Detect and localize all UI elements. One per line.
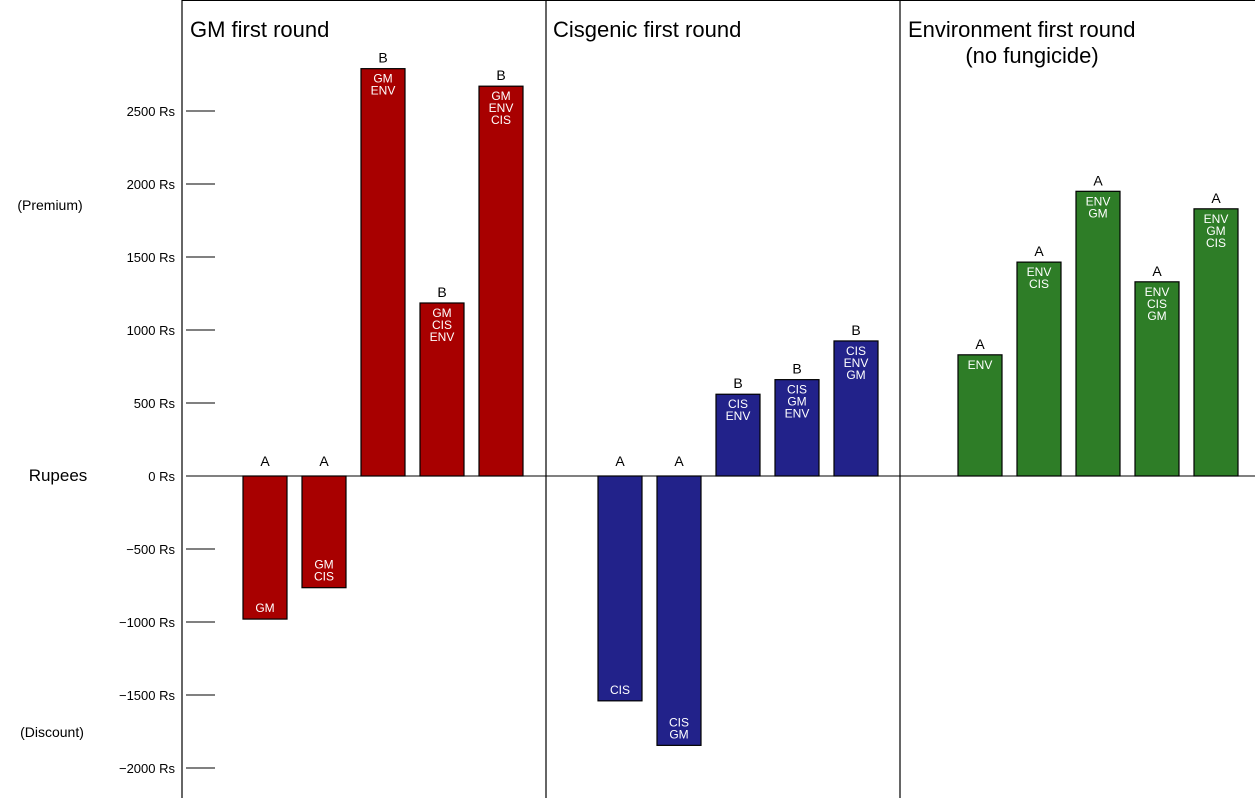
bar-treatment-label: GM [846,368,865,382]
bar-treatment-label: GM [373,72,392,86]
bar-treatment-label: CIS [728,397,748,411]
significance-letter: B [437,284,446,300]
bar [1075,190,1121,477]
y-tick-label: 2500 Rs [127,104,176,119]
bar [1016,261,1062,477]
y-tick-label: −1000 Rs [119,615,176,630]
bar-treatment-label: CIS [669,715,689,729]
bar-treatment-label: ENV [1145,285,1170,299]
significance-letter: A [674,453,684,469]
y-tick-label: 0 Rs [148,469,175,484]
bar [774,379,820,477]
significance-letter: B [733,375,742,391]
panel-title: GM first round [190,17,329,42]
bar-treatment-label: GM [255,601,274,615]
y-tick-label: −500 Rs [126,542,175,557]
y-tick-label: 500 Rs [134,396,176,411]
chart-panels: GM first roundAGMAGMCISBGMENVBGMCISENVBG… [190,17,1239,746]
significance-letter: A [615,453,625,469]
premium-label: (Premium) [17,197,82,213]
bar-treatment-label: CIS [1206,236,1226,250]
bar-treatment-label: ENV [844,356,869,370]
bar [1134,281,1180,477]
bar-treatment-label: ENV [785,407,810,421]
bar [597,475,643,702]
bar-treatment-label: GM [491,89,510,103]
y-tick-label: 2000 Rs [127,177,176,192]
bar-treatment-label: GM [669,727,688,741]
bar-treatment-label: ENV [430,330,455,344]
significance-letter: A [975,336,985,352]
bar-treatment-label: CIS [314,570,334,584]
y-axis: 2500 Rs 2000 Rs 1500 Rs 1000 Rs 500 Rs 0 Rs −5… [119,0,1255,798]
significance-letter: A [1211,190,1221,206]
bar-treatment-label: ENV [489,101,514,115]
bar [833,340,879,477]
bar [301,475,347,589]
significance-letter: B [851,322,860,338]
y-tick-label: 1500 Rs [127,250,176,265]
bar [1193,208,1239,477]
panel-3: Environment first round(no fungicide) A EN… [908,17,1239,477]
significance-letter: A [260,453,270,469]
significance-letter: A [319,453,329,469]
significance-letter: A [1152,263,1162,279]
discount-label: (Discount) [20,724,84,740]
panel-title: Environment first round [908,17,1135,42]
bar-treatment-label: GM [432,306,451,320]
y-tick-label: 1000 Rs [127,323,176,338]
bar-treatment-label: ENV [371,84,396,98]
panel-1: GM first roundAGMAGMCISBGMENVBGMCISENVBG… [190,17,524,620]
significance-letter: B [496,67,505,83]
bar [715,393,761,477]
bar-treatment-label: CIS [846,344,866,358]
bar-treatment-label: GM [787,395,806,409]
significance-letter: B [378,50,387,66]
bar-treatment-label: GM [1147,309,1166,323]
bar-treatment-label: ENV [1204,212,1229,226]
panel-subtitle: (no fungicide) [965,43,1098,68]
panel-title: Cisgenic first round [553,17,741,42]
bar-treatment-label: CIS [491,113,511,127]
significance-letter: B [792,361,801,377]
bar-treatment-label: CIS [610,683,630,697]
bar-treatment-label: CIS [1147,297,1167,311]
y-tick-label: −2000 Rs [119,761,176,776]
y-axis-title: Rupees [29,466,88,485]
bar-treatment-label: CIS [1029,277,1049,291]
bar-treatment-label: ENV [726,409,751,423]
bar [957,354,1003,477]
y-tick-label: −1500 Rs [119,688,176,703]
significance-letter: A [1093,172,1103,188]
bar [478,85,524,477]
bar-treatment-label: CIS [432,318,452,332]
bar [242,475,288,620]
bar-treatment-label: CIS [787,383,807,397]
bar [656,475,702,746]
bar-treatment-label: ENV [968,358,993,372]
bar-treatment-label: ENV [1027,265,1052,279]
bar-treatment-label: GM [1206,224,1225,238]
panel-2: Cisgenic first roundACISACISGMBCISENVBCI… [553,17,879,746]
bar-treatment-label: ENV [1086,194,1111,208]
bar-treatment-label: GM [314,558,333,572]
bar [419,302,465,477]
bar [360,68,406,477]
bar-treatment-label: GM [1088,206,1107,220]
significance-letter: A [1034,243,1044,259]
